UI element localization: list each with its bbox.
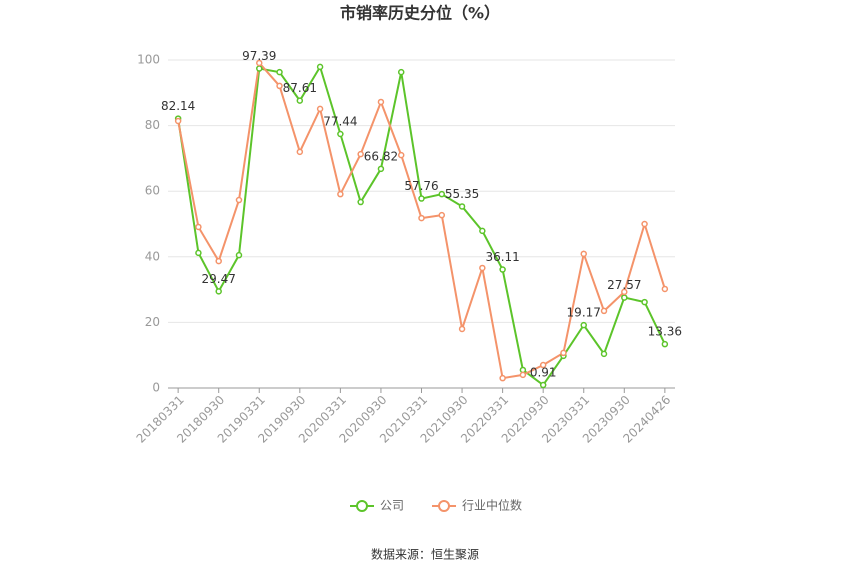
data-label: 66.82 [364, 149, 398, 163]
point [235, 251, 243, 259]
point [661, 340, 669, 348]
point [256, 65, 263, 72]
point [458, 325, 466, 333]
chart-title: 市销率历史分位（%） [340, 4, 500, 23]
point [316, 105, 324, 113]
y-tick-label: 0 [152, 381, 160, 395]
point [479, 227, 486, 235]
point [600, 307, 608, 315]
point [539, 361, 547, 369]
point [174, 117, 182, 125]
point [357, 150, 364, 158]
legend-label: 行业中位数 [462, 498, 522, 513]
point [600, 350, 608, 358]
data-label: 82.14 [161, 99, 195, 113]
point [519, 371, 527, 379]
point [539, 381, 547, 389]
source-note: 数据来源：恒生聚源 [371, 547, 479, 562]
point [641, 298, 648, 306]
legend-marker [356, 500, 368, 512]
point [296, 97, 304, 104]
data-label: 55.35 [445, 187, 479, 201]
data-label: 13.36 [648, 325, 682, 339]
y-tick-label: 100 [137, 53, 160, 67]
legend-marker [438, 500, 451, 512]
point [215, 288, 222, 295]
data-label: 29.47 [202, 272, 236, 286]
data-label: 19.17 [567, 306, 601, 320]
point [235, 196, 243, 204]
point [195, 223, 202, 231]
point [580, 250, 587, 258]
point [418, 195, 425, 202]
legend-item[interactable]: 行业中位数 [432, 498, 522, 513]
point [337, 190, 344, 198]
point [357, 198, 364, 206]
legend-label: 公司 [380, 499, 404, 513]
y-tick-label: 40 [145, 249, 160, 263]
point [438, 211, 446, 219]
point [641, 220, 648, 228]
y-tick-label: 20 [145, 315, 160, 329]
data-label: 97.39 [242, 49, 276, 63]
point [316, 63, 324, 71]
point [337, 130, 344, 138]
point [195, 249, 202, 257]
data-label: 87.61 [283, 81, 317, 95]
point [580, 321, 587, 329]
point [560, 349, 567, 357]
point [458, 203, 466, 210]
point [661, 285, 669, 293]
point [256, 59, 263, 67]
data-label: 77.44 [323, 114, 357, 128]
point [276, 68, 283, 76]
y-tick-label: 80 [145, 118, 160, 132]
point [621, 294, 628, 301]
point [499, 266, 506, 273]
data-label: 27.57 [607, 278, 641, 292]
point [296, 148, 304, 156]
point [397, 151, 405, 159]
point [499, 374, 506, 382]
point [215, 257, 222, 265]
data-label: 0.91 [530, 366, 557, 380]
point [438, 190, 446, 198]
data-label: 36.11 [485, 250, 519, 264]
point [276, 82, 283, 90]
point [621, 288, 628, 296]
y-tick-label: 60 [145, 184, 160, 198]
point [377, 98, 385, 106]
legend-item[interactable]: 公司 [350, 499, 404, 513]
point [418, 214, 425, 222]
point [377, 165, 385, 173]
data-label: 57.76 [404, 179, 438, 193]
point [479, 264, 486, 272]
point [397, 68, 405, 76]
